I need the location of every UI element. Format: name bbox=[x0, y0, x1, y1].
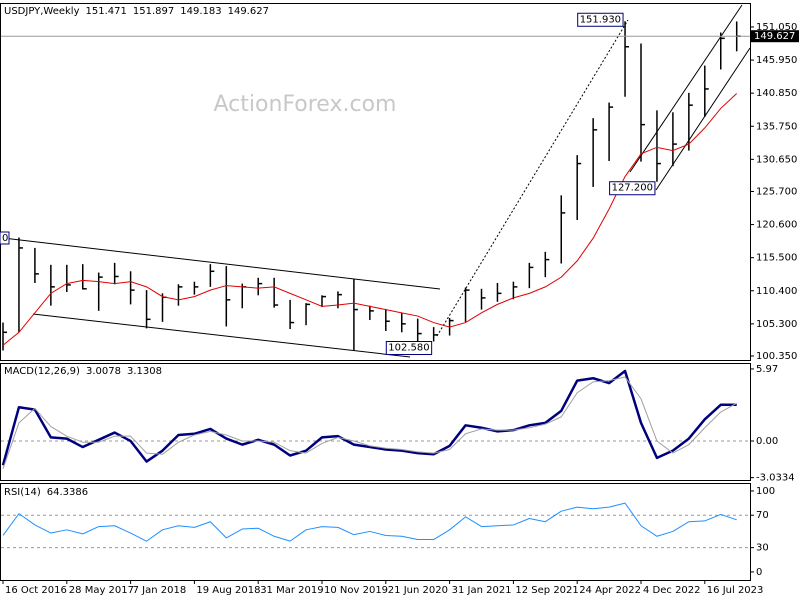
panel-borders bbox=[0, 3, 751, 581]
header-value: 151.471 bbox=[86, 6, 127, 17]
x-tick-label: 4 Dec 2022 bbox=[643, 585, 701, 596]
y-tick-label: -3.0334 bbox=[756, 473, 795, 484]
x-tick-label: 16 Jul 2023 bbox=[707, 585, 764, 596]
x-tick-label: 24 Apr 2022 bbox=[579, 585, 641, 596]
last-price-label: 149.627 bbox=[754, 31, 795, 42]
header-value: 151.897 bbox=[133, 6, 174, 17]
last-price-box bbox=[751, 30, 799, 43]
panel-title: USDJPY,Weekly bbox=[4, 6, 80, 17]
x-tick-label: 19 Aug 2018 bbox=[196, 585, 260, 596]
annotation-label: 127.200 bbox=[612, 183, 653, 194]
annotation-label: 151.930 bbox=[580, 14, 621, 25]
indicator-line bbox=[2, 502, 737, 542]
panel-title: RSI(14) bbox=[4, 487, 41, 498]
header-value: 149.183 bbox=[180, 6, 221, 17]
panel bbox=[1, 369, 750, 469]
x-tick-label: 31 Jan 2021 bbox=[452, 585, 512, 596]
y-tick-label: 125.700 bbox=[756, 186, 797, 197]
y-tick-label: 115.500 bbox=[756, 253, 797, 264]
y-tick-label: 151.050 bbox=[756, 22, 797, 33]
panel-title: MACD(12,26,9) bbox=[4, 366, 80, 377]
y-tick-label: 120.600 bbox=[756, 220, 797, 231]
annotation-box bbox=[609, 181, 656, 196]
header-value: 149.627 bbox=[228, 6, 269, 17]
y-tick-label: 0 bbox=[756, 567, 762, 578]
y-tick-label: 110.400 bbox=[756, 286, 797, 297]
annotation-label: 102.580 bbox=[388, 343, 429, 354]
y-tick-label: 105.300 bbox=[756, 319, 797, 330]
panel-header: MACD(12,26,9) 3.0078 3.1308 bbox=[4, 366, 162, 377]
x-tick-label: 10 Nov 2019 bbox=[324, 585, 388, 596]
moving-average bbox=[2, 93, 738, 346]
panel bbox=[1, 21, 750, 351]
y-tick-label: 0.00 bbox=[756, 436, 778, 447]
y-tick-label: 140.850 bbox=[756, 88, 797, 99]
x-tick-label: 16 Oct 2016 bbox=[5, 585, 67, 596]
y-tick-label: 100 bbox=[756, 486, 775, 497]
x-tick-label: 21 Jun 2020 bbox=[388, 585, 448, 596]
y-tick-label: 100.350 bbox=[756, 351, 797, 362]
annotation-box bbox=[577, 12, 624, 27]
y-tick-label: 135.750 bbox=[756, 121, 797, 132]
annotation-box bbox=[385, 341, 433, 356]
y-tick-label: 70 bbox=[756, 510, 769, 521]
x-tick-label: 12 Sep 2021 bbox=[515, 585, 578, 596]
header-value: 3.1308 bbox=[127, 366, 162, 377]
y-tick-label: 30 bbox=[756, 543, 769, 554]
panel bbox=[1, 502, 750, 549]
y-tick-label: 5.97 bbox=[756, 364, 778, 375]
x-tick-label: 31 Mar 2019 bbox=[260, 585, 323, 596]
header-value: 3.0078 bbox=[86, 366, 121, 377]
channel-lines bbox=[2, 4, 750, 358]
edge-label-box bbox=[0, 231, 10, 245]
header-value: 64.3386 bbox=[47, 487, 88, 498]
indicator-line bbox=[2, 376, 737, 469]
edge-label: 0 bbox=[2, 233, 8, 244]
panel-header: USDJPY,Weekly 151.471 151.897 149.183 149.62… bbox=[4, 6, 269, 17]
y-tick-label: 145.950 bbox=[756, 55, 797, 66]
x-tick-label: 28 May 2017 bbox=[69, 585, 134, 596]
y-tick-label: 130.650 bbox=[756, 154, 797, 165]
panel-header: RSI(14) 64.3386 bbox=[4, 487, 88, 498]
x-tick-label: 7 Jan 2018 bbox=[133, 585, 187, 596]
plot-layer: USDJPY,Weekly 151.471 151.897 149.183 149.62… bbox=[1, 6, 799, 596]
watermark: ActionForex.com bbox=[214, 92, 397, 117]
